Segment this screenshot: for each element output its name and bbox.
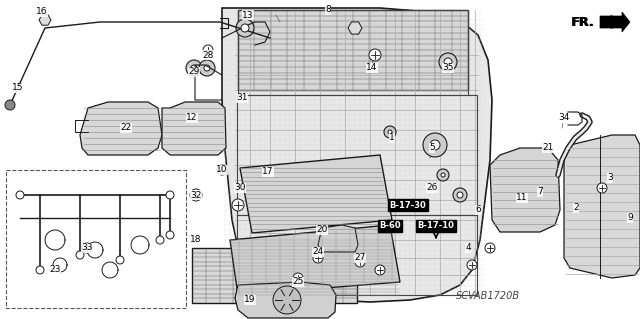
Text: 35: 35	[442, 63, 454, 72]
Text: 31: 31	[236, 93, 248, 102]
Text: 21: 21	[542, 144, 554, 152]
Circle shape	[156, 236, 164, 244]
Circle shape	[5, 100, 15, 110]
Text: 22: 22	[120, 123, 132, 132]
Polygon shape	[348, 22, 362, 34]
Circle shape	[369, 49, 381, 61]
Circle shape	[82, 243, 92, 253]
Polygon shape	[162, 102, 226, 155]
Circle shape	[293, 273, 303, 283]
Polygon shape	[600, 12, 630, 32]
Circle shape	[375, 265, 385, 275]
Text: 20: 20	[316, 226, 328, 234]
Circle shape	[203, 45, 213, 55]
Circle shape	[236, 19, 254, 37]
Text: 30: 30	[234, 183, 246, 192]
Text: 5: 5	[429, 144, 435, 152]
Text: 4: 4	[465, 243, 471, 253]
Circle shape	[190, 189, 202, 201]
Text: 6: 6	[475, 205, 481, 214]
Text: 19: 19	[244, 295, 256, 305]
Circle shape	[388, 130, 392, 134]
Text: 15: 15	[12, 84, 24, 93]
Polygon shape	[39, 15, 51, 25]
Circle shape	[36, 266, 44, 274]
Circle shape	[384, 126, 396, 138]
Text: 8: 8	[325, 5, 331, 14]
Text: B-60: B-60	[379, 221, 401, 231]
Text: 23: 23	[49, 265, 61, 275]
Text: FR.: FR.	[572, 16, 595, 28]
Text: 3: 3	[607, 174, 613, 182]
Text: 26: 26	[426, 183, 438, 192]
Text: 17: 17	[262, 167, 274, 176]
Text: 29: 29	[188, 68, 200, 77]
Bar	[238, 10, 468, 95]
Text: 9: 9	[627, 213, 633, 222]
Text: 33: 33	[81, 243, 93, 253]
Circle shape	[76, 251, 84, 259]
Circle shape	[217, 165, 227, 175]
Circle shape	[273, 286, 301, 314]
Text: 18: 18	[190, 235, 202, 244]
Circle shape	[457, 192, 463, 198]
Circle shape	[355, 257, 365, 267]
Text: B-17-10: B-17-10	[417, 221, 454, 231]
Bar	[6, 170, 186, 308]
Circle shape	[597, 183, 607, 193]
Circle shape	[186, 60, 202, 76]
Text: 2: 2	[573, 204, 579, 212]
Text: 16: 16	[36, 8, 48, 17]
Text: 14: 14	[366, 63, 378, 72]
Polygon shape	[318, 225, 358, 252]
Circle shape	[453, 188, 467, 202]
Circle shape	[430, 140, 440, 150]
Polygon shape	[564, 135, 640, 278]
Text: 28: 28	[202, 50, 214, 60]
Text: 34: 34	[558, 114, 570, 122]
Polygon shape	[235, 282, 336, 318]
Polygon shape	[80, 102, 162, 155]
Circle shape	[166, 191, 174, 199]
Circle shape	[199, 60, 215, 76]
Circle shape	[444, 58, 452, 66]
Text: FR.: FR.	[571, 16, 594, 28]
Polygon shape	[490, 148, 560, 232]
Bar	[192, 248, 357, 303]
Text: 7: 7	[537, 188, 543, 197]
Text: 24: 24	[312, 248, 324, 256]
Text: B-17-30: B-17-30	[390, 201, 426, 210]
Polygon shape	[230, 225, 400, 295]
Bar	[237, 95, 477, 215]
Bar	[237, 215, 477, 295]
Text: 12: 12	[186, 114, 198, 122]
Circle shape	[423, 133, 447, 157]
Circle shape	[441, 173, 445, 177]
Polygon shape	[222, 8, 492, 302]
Circle shape	[16, 191, 24, 199]
Circle shape	[232, 199, 244, 211]
Text: 32: 32	[190, 190, 202, 199]
Text: 25: 25	[292, 278, 304, 286]
Text: 27: 27	[355, 254, 365, 263]
Text: 1: 1	[389, 133, 395, 143]
Circle shape	[439, 53, 457, 71]
Circle shape	[467, 260, 477, 270]
Circle shape	[485, 243, 495, 253]
Circle shape	[204, 65, 210, 71]
Circle shape	[166, 231, 174, 239]
Circle shape	[437, 169, 449, 181]
Circle shape	[313, 253, 323, 263]
Text: SCVAB1720B: SCVAB1720B	[456, 291, 520, 301]
Text: 11: 11	[516, 194, 528, 203]
Text: 13: 13	[243, 11, 253, 19]
Bar	[238, 10, 468, 90]
Text: 10: 10	[216, 166, 228, 174]
Circle shape	[191, 65, 197, 71]
Circle shape	[116, 256, 124, 264]
Polygon shape	[240, 155, 392, 233]
Circle shape	[241, 24, 249, 32]
